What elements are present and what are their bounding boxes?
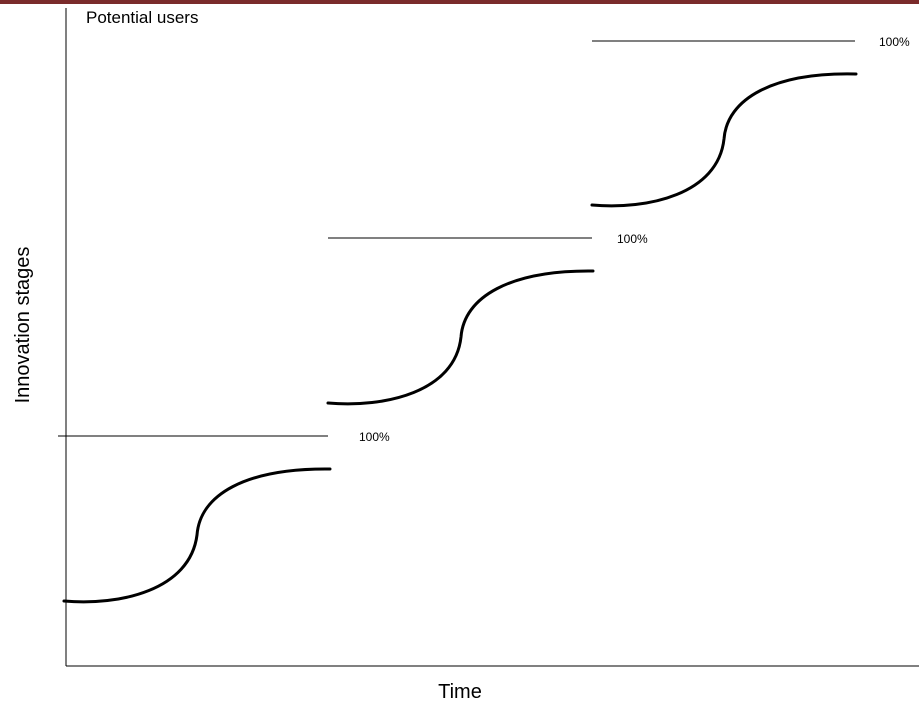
stage-2-s-curve <box>326 269 595 406</box>
stage-3-ceiling-label: 100% <box>879 35 910 49</box>
x-axis-title: Time <box>438 681 482 702</box>
stage-1-s-curve <box>62 467 332 604</box>
y-axis-title: Innovation stages <box>12 247 34 404</box>
top-accent-band <box>0 0 919 4</box>
top-y-label: Potential users <box>86 8 198 27</box>
stage-3-s-curve <box>590 72 858 208</box>
stage-2-ceiling-label: 100% <box>617 232 648 246</box>
stage-1-ceiling-label: 100% <box>359 430 390 444</box>
